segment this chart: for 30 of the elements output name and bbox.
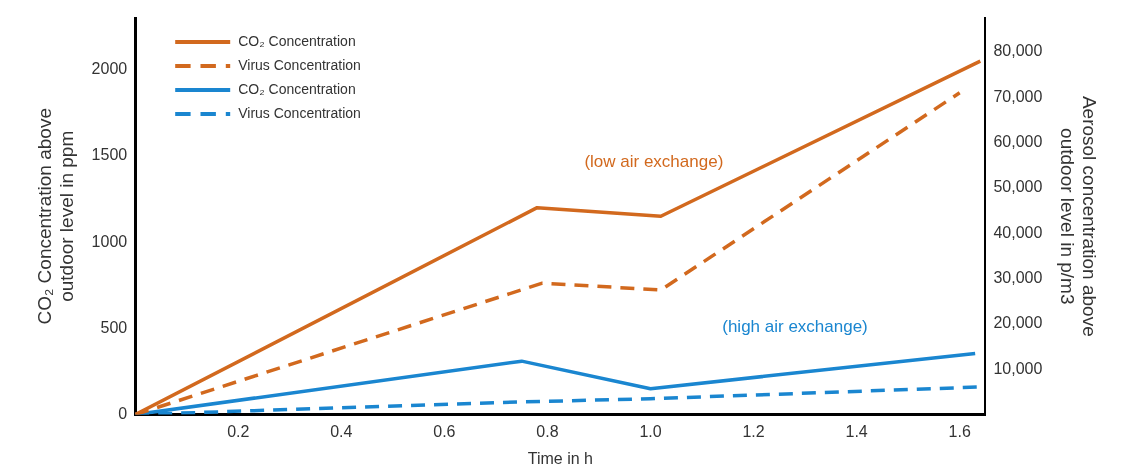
x-tick-label: 0.6 <box>433 422 456 440</box>
y2-axis-title: Aerosol concentration above outdoor level in p/m3 <box>1056 95 1101 337</box>
y2-tick-label: 60,000 <box>993 133 1043 151</box>
x-tick-label: 1.4 <box>845 422 868 440</box>
annotation: (low air exchange) <box>584 152 724 172</box>
y2-tick-label: 20,000 <box>993 314 1043 332</box>
x-tick-label: 0.2 <box>227 422 250 440</box>
x-tick-label: 1.2 <box>742 422 765 440</box>
legend-label: CO₂ Concentration <box>238 32 356 49</box>
x-tick-label: 1.0 <box>639 422 662 440</box>
y2-tick-label: 50,000 <box>993 178 1043 196</box>
legend-label: Virus Concentration <box>238 56 361 73</box>
y-tick-label: 1000 <box>91 232 128 250</box>
y2-tick-label: 80,000 <box>993 42 1043 60</box>
y-axis-title: CO₂ Concentration above outdoor level in ppm <box>33 108 78 325</box>
x-tick-label: 0.4 <box>330 422 353 440</box>
x-axis-title: Time in h <box>527 449 593 467</box>
annotation: (high air exchange) <box>722 317 868 337</box>
y2-tick-label: 30,000 <box>993 269 1043 287</box>
y-tick-label: 0 <box>118 405 128 423</box>
y2-tick-label: 40,000 <box>993 223 1043 241</box>
y-tick-label: 2000 <box>91 60 128 78</box>
x-tick-label: 0.8 <box>536 422 559 440</box>
y2-tick-label: 70,000 <box>993 87 1043 105</box>
y-tick-label: 500 <box>100 318 128 336</box>
y2-tick-label: 10,000 <box>993 359 1043 377</box>
y-tick-label: 1500 <box>91 146 128 164</box>
legend-label: CO₂ Concentration <box>238 80 356 97</box>
legend-label: Virus Concentration <box>238 104 361 121</box>
x-tick-label: 1.6 <box>948 422 971 440</box>
